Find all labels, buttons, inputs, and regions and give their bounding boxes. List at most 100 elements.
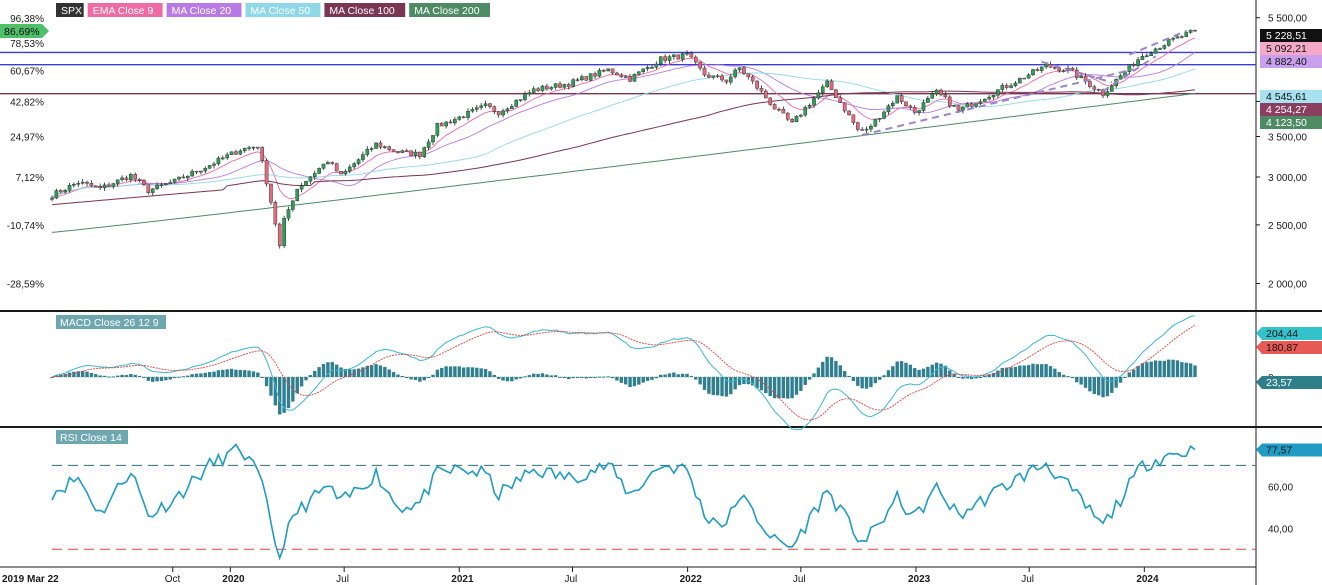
macd-histogram-bar[interactable] [702,377,707,390]
candle[interactable] [286,209,291,219]
candle[interactable] [1022,77,1027,80]
macd-histogram-bar[interactable] [562,377,567,378]
candle[interactable] [194,170,199,173]
macd-histogram-bar[interactable] [807,377,812,380]
macd-histogram-bar[interactable] [996,370,1000,377]
candle[interactable] [873,118,878,127]
macd-histogram-bar[interactable] [759,377,764,391]
macd-histogram-bar[interactable] [1105,377,1110,397]
candle[interactable] [947,96,952,107]
macd-histogram-bar[interactable] [422,377,426,381]
macd-histogram-bar[interactable] [172,377,177,379]
macd-histogram-bar[interactable] [956,377,961,378]
macd-histogram-bar[interactable] [1140,363,1145,377]
macd-histogram-bar[interactable] [212,371,216,377]
macd-histogram-bar[interactable] [374,364,378,377]
candle[interactable] [461,116,466,119]
macd-histogram-bar[interactable] [672,372,676,377]
candle[interactable] [146,184,151,193]
macd-histogram-bar[interactable] [729,377,733,395]
macd-histogram-bar[interactable] [969,377,974,380]
legend-badge[interactable] [166,3,242,17]
candle[interactable] [387,146,392,150]
macd-histogram-bar[interactable] [838,365,842,377]
macd-histogram-bar[interactable] [365,365,370,377]
candle[interactable] [531,88,536,93]
macd-histogram-bar[interactable] [685,373,689,377]
macd-histogram-bar[interactable] [768,377,772,397]
candle[interactable] [115,179,120,184]
macd-histogram-bar[interactable] [895,361,899,377]
candle[interactable] [229,151,234,155]
macd-histogram-bar[interactable] [242,370,247,377]
candle[interactable] [807,104,812,108]
candle[interactable] [76,183,81,185]
macd-histogram-bar[interactable] [383,366,387,377]
candle[interactable] [698,61,702,69]
macd-histogram-bar[interactable] [453,366,457,377]
macd-histogram-bar[interactable] [724,377,729,397]
candle[interactable] [251,146,256,149]
candle[interactable] [777,108,781,111]
candle[interactable] [658,56,663,65]
macd-histogram-bar[interactable] [1114,377,1118,388]
candle[interactable] [185,175,190,179]
macd-histogram-bar[interactable] [733,377,737,390]
macd-histogram-bar[interactable] [694,377,698,380]
ma-200-line[interactable] [51,92,1196,233]
macd-histogram-bar[interactable] [558,376,562,378]
candle[interactable] [124,177,129,180]
macd-histogram-bar[interactable] [1013,366,1018,377]
macd-histogram-bar[interactable] [418,377,422,382]
macd-histogram-bar[interactable] [821,361,825,377]
candle[interactable] [98,186,102,189]
candle[interactable] [474,107,479,110]
candle[interactable] [886,105,891,113]
candle[interactable] [812,97,816,106]
macd-histogram-bar[interactable] [750,377,755,386]
candle[interactable] [672,54,676,57]
candle[interactable] [637,71,641,75]
candle[interactable] [50,197,54,200]
macd-histogram-bar[interactable] [790,377,794,399]
macd-histogram-bar[interactable] [181,376,186,378]
macd-histogram-bar[interactable] [466,367,470,377]
macd-histogram-bar[interactable] [1110,377,1114,393]
macd-histogram-bar[interactable] [107,376,111,378]
ma-20-line[interactable] [51,51,1196,199]
macd-histogram-bar[interactable] [1022,365,1026,377]
candle[interactable] [952,105,956,107]
macd-histogram-bar[interactable] [637,377,641,385]
candle[interactable] [580,76,584,80]
macd-histogram-bar[interactable] [440,367,444,377]
candle[interactable] [545,85,549,90]
macd-histogram-bar[interactable] [606,376,610,378]
candle[interactable] [689,52,694,58]
rsi-line[interactable] [51,443,1196,561]
candle[interactable] [720,75,724,81]
candle[interactable] [505,108,510,111]
macd-histogram-bar[interactable] [391,372,396,377]
macd-histogram-bar[interactable] [623,377,628,385]
candle[interactable] [190,170,194,177]
macd-histogram-bar[interactable] [475,367,479,377]
candle[interactable] [978,101,983,104]
macd-histogram-bar[interactable] [67,372,72,377]
candle[interactable] [619,74,624,78]
candle[interactable] [527,92,532,95]
candle[interactable] [825,80,829,87]
macd-histogram-bar[interactable] [238,370,243,377]
macd-histogram-bar[interactable] [786,377,790,399]
macd-histogram-bar[interactable] [847,375,851,377]
candle[interactable] [80,181,85,184]
candle[interactable] [803,107,808,116]
candle[interactable] [1035,69,1040,71]
candle[interactable] [785,112,790,120]
candle[interactable] [877,118,882,120]
macd-histogram-bar[interactable] [1188,363,1193,377]
candle[interactable] [1096,88,1101,91]
macd-histogram-bar[interactable] [1004,367,1009,377]
candle[interactable] [155,184,159,190]
candle[interactable] [496,111,501,116]
macd-histogram-bar[interactable] [834,360,838,377]
